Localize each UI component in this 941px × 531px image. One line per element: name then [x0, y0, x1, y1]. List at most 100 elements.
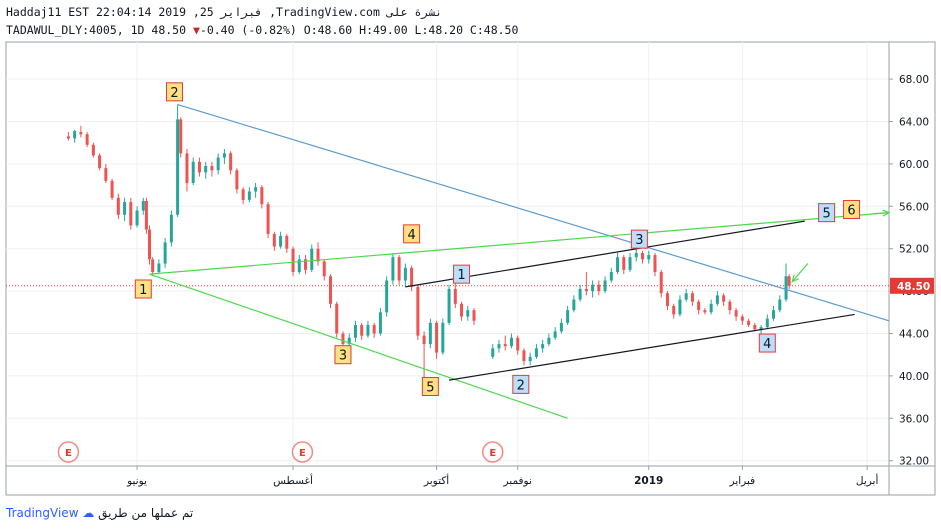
candle-down [659, 272, 663, 294]
candle-down [91, 144, 95, 156]
candle-down [229, 153, 233, 171]
wave-label: 5 [822, 207, 830, 222]
candle-up [559, 322, 563, 332]
wave-label: 1 [139, 283, 147, 298]
candle-down [291, 248, 295, 273]
candle-up [534, 348, 538, 357]
candle-up [123, 202, 127, 215]
last-price-label: 48.50 [897, 281, 930, 293]
candle-up [603, 280, 607, 292]
candle-down [422, 335, 426, 345]
candle-up [247, 191, 251, 200]
symbol-label: TADAWUL_DLY:4005, 1D 48.50 [6, 23, 187, 37]
candle-down [410, 267, 414, 287]
candle-up [528, 356, 532, 362]
candle-up [772, 310, 776, 319]
candle-down [116, 197, 120, 215]
candle-down [740, 316, 744, 321]
y-tick-label: 56.00 [899, 201, 929, 213]
candle-up [176, 119, 180, 215]
y-tick-label: 36.00 [899, 413, 929, 425]
candle-down [753, 325, 757, 330]
wave-label: 5 [426, 381, 434, 396]
candle-down [516, 337, 520, 351]
candle-up [578, 288, 582, 300]
candle-up [366, 325, 370, 336]
candle-up [715, 295, 719, 304]
footer-attribution: TradingView ☁ تم عملها من طريق [6, 506, 193, 520]
wave-label-box [453, 264, 471, 284]
candle-up [491, 348, 495, 357]
candle-up [497, 344, 501, 349]
annotation-arrow [873, 212, 890, 215]
candle-down [144, 201, 148, 230]
wave-label-box [818, 203, 836, 223]
x-tick-label: نوفمبر [503, 475, 532, 487]
candle-down [260, 187, 264, 205]
candle-up [765, 318, 769, 328]
x-tick-label: أكتوبر [423, 473, 449, 487]
candle-up [385, 280, 389, 313]
wave-label-box [758, 333, 776, 353]
candle-down [703, 310, 707, 313]
chart-frame [5, 41, 936, 496]
candle-up [441, 322, 445, 353]
wave-label: 2 [517, 378, 525, 393]
candle-up [347, 337, 351, 345]
candle-down [697, 301, 701, 311]
candle-up [297, 259, 301, 273]
candle-up [191, 161, 195, 183]
candle-up [222, 153, 226, 158]
candle-up [353, 325, 357, 338]
candle-up [566, 310, 570, 323]
candle-up [678, 299, 682, 315]
candle-down [179, 119, 183, 154]
change-down-icon: ▼ [192, 23, 200, 37]
candle-down [341, 333, 345, 345]
candle-down [397, 257, 401, 281]
candle-up [216, 157, 220, 171]
wave-label: 4 [763, 337, 771, 352]
candle-down [734, 310, 738, 317]
candle-down [690, 293, 694, 302]
candle-down [335, 303, 339, 334]
x-tick-label: فبراير [729, 475, 756, 487]
candle-up [378, 312, 382, 334]
candle-down [79, 132, 83, 135]
wave-label-box [843, 199, 861, 219]
y-tick-label: 52.00 [899, 244, 929, 256]
candle-up [541, 344, 545, 349]
tradingview-logo[interactable]: TradingView [6, 506, 79, 520]
candle-down [672, 305, 676, 315]
x-tick-label: أبريل [856, 473, 879, 487]
candle-up [778, 299, 782, 311]
candle-down [722, 295, 726, 302]
wave-label: 3 [339, 349, 347, 364]
candle-down [210, 166, 214, 171]
ohlc-values: O:48.60 H:49.00 L:48.20 C:48.50 [303, 23, 519, 37]
candle-up [73, 131, 77, 139]
last-price-tag [890, 277, 934, 294]
y-tick-label: 64.00 [899, 117, 929, 129]
wave-label: 6 [847, 203, 855, 218]
earnings-event-label: E [65, 448, 72, 459]
candle-up [609, 272, 613, 281]
trendline [149, 212, 890, 275]
annotation-arrow [791, 263, 809, 282]
earnings-event-label: E [299, 448, 306, 459]
wave-label-box [421, 377, 439, 396]
candle-down [148, 229, 152, 260]
candle-up [647, 255, 651, 260]
candle-down [665, 293, 669, 306]
candle-down [197, 161, 201, 173]
candle-up [591, 284, 595, 292]
candle-down [235, 170, 239, 190]
candle-down [453, 288, 457, 304]
candle-up [428, 322, 432, 345]
annotation-arrowhead [882, 209, 891, 217]
y-tick-label: 68.00 [899, 74, 929, 86]
candle-down [522, 350, 526, 362]
trendline [177, 103, 890, 322]
candle-down [622, 257, 626, 270]
